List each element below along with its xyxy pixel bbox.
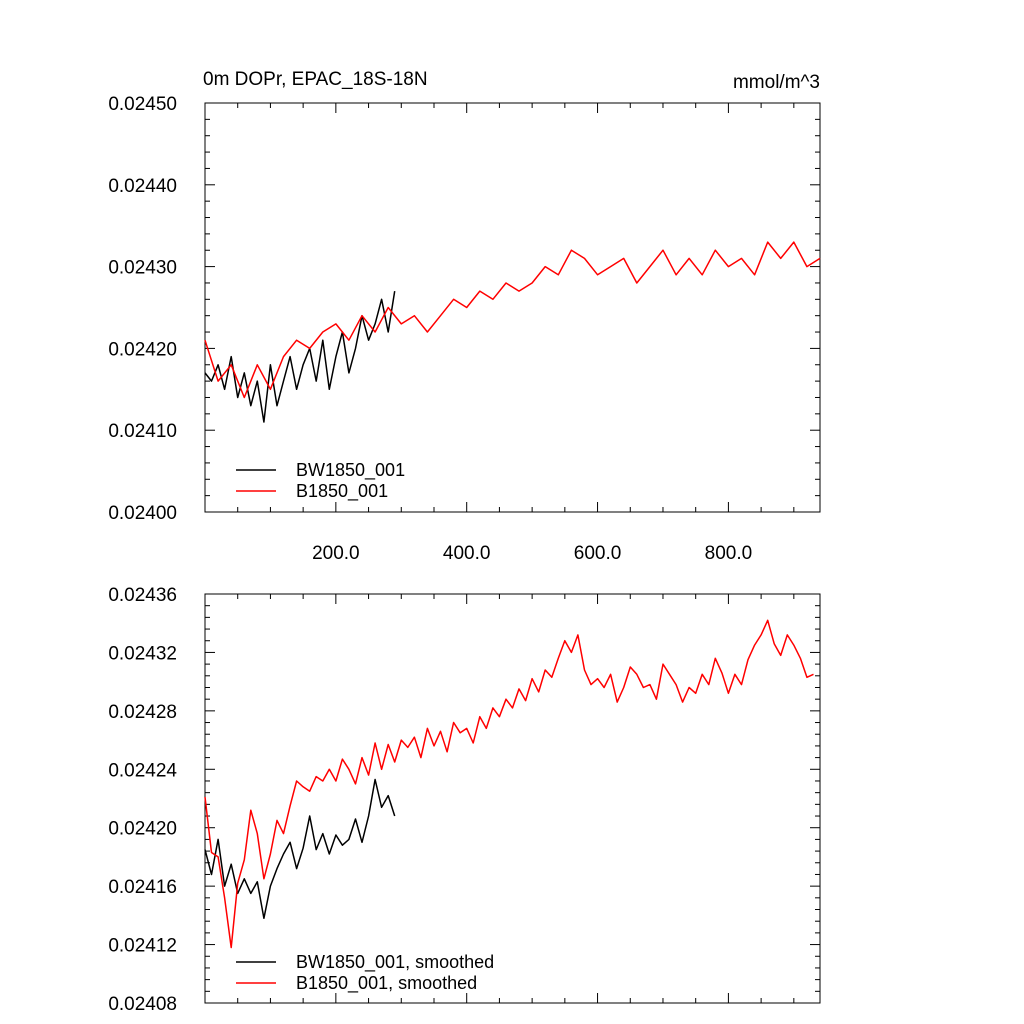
y-tick-label: 0.02428 <box>108 702 177 723</box>
y-tick-label: 0.02416 <box>108 877 177 898</box>
plot-frame <box>204 102 821 513</box>
y-tick-label: 0.02430 <box>108 258 177 279</box>
y-tick-label: 0.02408 <box>108 994 177 1015</box>
series-line-black <box>204 290 396 423</box>
bottom-plot-area: 0.02408 0.02412 0.02416 0.02420 0.02424 0.024… <box>108 585 821 1015</box>
x-tick-label: 400.0 <box>443 543 491 564</box>
y-tick-label: 0.02420 <box>108 339 177 360</box>
y-tick-label: 0.02450 <box>108 94 177 115</box>
panel-title: 0m DOPr, EPAC_18S-18N <box>203 69 428 90</box>
legend-label: B1850_001 <box>296 481 388 502</box>
y-tick-label: 0.02410 <box>108 421 177 442</box>
top-plot-area: 0.02400 0.02410 0.02420 0.02430 0.02440 0.024… <box>108 94 821 564</box>
y-tick-label: 0.02424 <box>108 760 177 781</box>
y-tick-label: 0.02412 <box>108 936 177 957</box>
legend-label: BW1850_001, smoothed <box>296 952 494 973</box>
x-tick-label: 800.0 <box>705 543 753 564</box>
y-tick-label: 0.02440 <box>108 176 177 197</box>
units-label: mmol/m^3 <box>733 72 820 93</box>
x-tick-label: 200.0 <box>312 543 360 564</box>
legend-label: B1850_001, smoothed <box>296 973 477 994</box>
x-tick-label: 600.0 <box>574 543 622 564</box>
y-tick-label: 0.02432 <box>108 643 177 664</box>
y-tick-label: 0.02420 <box>108 819 177 840</box>
top-panel: 0m DOPr, EPAC_18S-18N mmol/m^3 0.024000.… <box>108 69 821 564</box>
legend-label: BW1850_001 <box>296 460 405 481</box>
series-line-red <box>204 619 814 949</box>
y-tick-label: 0.02400 <box>108 503 177 524</box>
series-line-red <box>204 241 821 399</box>
y-tick-label: 0.02436 <box>108 585 177 606</box>
bottom-panel: 0.02408 0.02412 0.02416 0.02420 0.02424 0.024… <box>108 585 821 1015</box>
